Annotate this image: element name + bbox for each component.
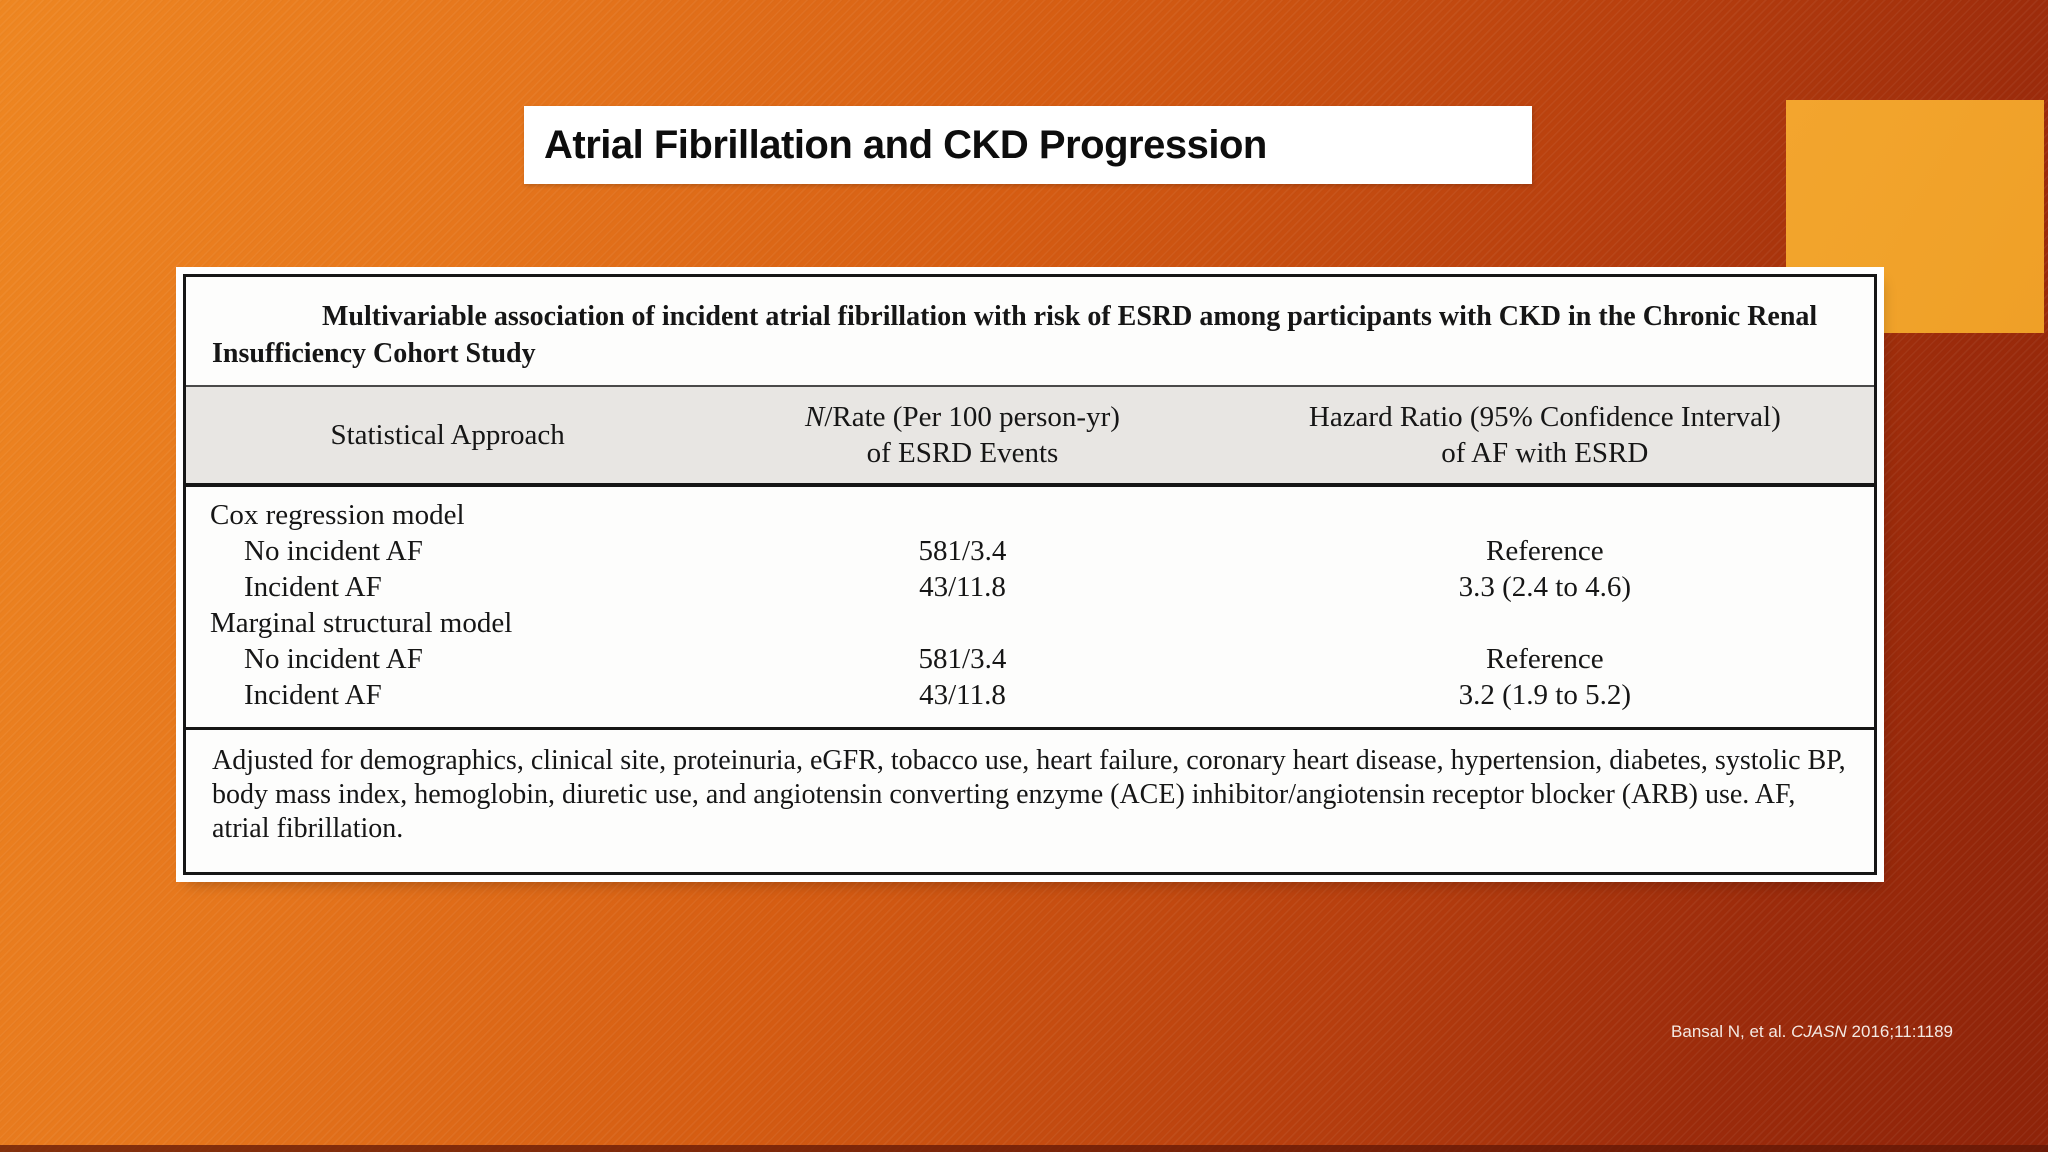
- column-header-n-rate: N/Rate (Per 100 person-yr) of ESRD Event…: [805, 400, 1120, 469]
- page-title: Atrial Fibrillation and CKD Progression: [544, 122, 1267, 167]
- citation-journal: CJASN: [1791, 1022, 1847, 1041]
- table-body: Cox regression model No incident AF 581/…: [186, 487, 1874, 727]
- row-rate: [709, 497, 1215, 533]
- row-rate: 43/11.8: [919, 570, 1006, 603]
- table-row: No incident AF 581/3.4 Reference: [186, 641, 1874, 677]
- row-label: Cox regression model: [210, 498, 465, 531]
- table-row-group: Cox regression model: [186, 497, 1874, 533]
- citation: Bansal N, et al. CJASN 2016;11:1189: [1671, 1022, 1953, 1042]
- table-row: Incident AF 43/11.8 3.3 (2.4 to 4.6): [186, 569, 1874, 605]
- table-row-group: Marginal structural model: [186, 605, 1874, 641]
- row-label: No incident AF: [244, 534, 423, 567]
- column-header-statistical-approach: Statistical Approach: [330, 418, 565, 451]
- row-label: Incident AF: [244, 570, 382, 603]
- row-hazard-ratio: 3.3 (2.4 to 4.6): [1458, 570, 1631, 603]
- row-rate: [709, 605, 1215, 641]
- citation-authors: Bansal N, et al.: [1671, 1022, 1787, 1041]
- row-hazard-ratio: [1216, 605, 1874, 641]
- table-caption: Multivariable association of incident at…: [212, 301, 1818, 369]
- table-row: No incident AF 581/3.4 Reference: [186, 533, 1874, 569]
- citation-reference: 2016;11:1189: [1851, 1022, 1953, 1041]
- table-footnote: Adjusted for demographics, clinical site…: [212, 744, 1846, 845]
- table-row: Incident AF 43/11.8 3.2 (1.9 to 5.2): [186, 677, 1874, 713]
- row-hazard-ratio: [1216, 497, 1874, 533]
- row-hazard-ratio: Reference: [1486, 642, 1604, 675]
- row-label: Incident AF: [244, 678, 382, 711]
- row-rate: 43/11.8: [919, 678, 1006, 711]
- row-rate: 581/3.4: [918, 534, 1007, 567]
- row-label: Marginal structural model: [210, 606, 513, 639]
- row-label: No incident AF: [244, 642, 423, 675]
- row-rate: 581/3.4: [918, 642, 1007, 675]
- n-italic: N: [805, 400, 825, 433]
- study-table-figure: Multivariable association of incident at…: [183, 274, 1877, 875]
- table-header-row: Statistical Approach N/Rate (Per 100 per…: [186, 384, 1874, 487]
- row-hazard-ratio: 3.2 (1.9 to 5.2): [1458, 678, 1631, 711]
- row-hazard-ratio: Reference: [1486, 534, 1604, 567]
- column-header-hazard-ratio: Hazard Ratio (95% Confidence Interval) o…: [1308, 400, 1781, 469]
- footnote-divider: [186, 726, 1874, 730]
- title-banner: Atrial Fibrillation and CKD Progression: [524, 106, 1532, 184]
- slide-bottom-edge: [0, 1145, 2048, 1152]
